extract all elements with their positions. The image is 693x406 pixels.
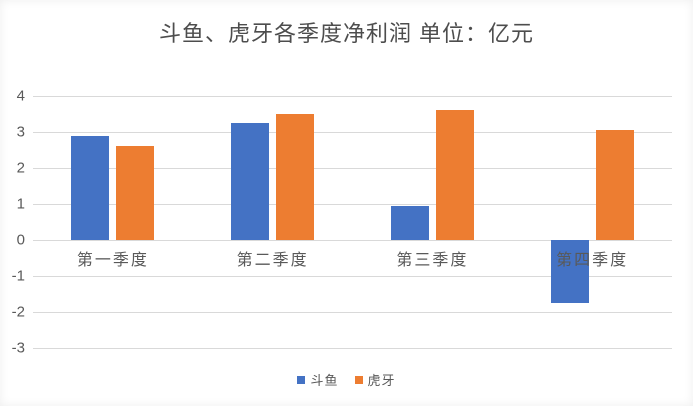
douyu-bar bbox=[550, 240, 589, 303]
legend: 斗鱼 虎牙 bbox=[0, 370, 693, 389]
huya-bar bbox=[595, 130, 634, 240]
plot-area: 4 3 2 1 0 -1 -2 -3 第一季度 第二季度 第三季度 第四季度 bbox=[12, 88, 672, 357]
gridline bbox=[33, 276, 672, 277]
gridline bbox=[33, 240, 672, 241]
x-axis-category-label: 第四季度 bbox=[556, 252, 629, 269]
huya-bar bbox=[116, 146, 155, 240]
douyu-bar bbox=[71, 135, 110, 240]
y-axis-tick-label: -2 bbox=[11, 303, 25, 321]
legend-item-huya: 虎牙 bbox=[354, 370, 396, 389]
legend-swatch-huya bbox=[354, 375, 363, 384]
y-axis-tick-label: 1 bbox=[16, 195, 25, 213]
y-axis-tick-label: 3 bbox=[16, 123, 25, 141]
douyu-bar bbox=[231, 123, 270, 240]
legend-label-douyu: 斗鱼 bbox=[310, 373, 339, 388]
gridline bbox=[33, 348, 672, 349]
legend-item-douyu: 斗鱼 bbox=[297, 370, 338, 389]
gridline bbox=[33, 204, 672, 205]
gridline bbox=[33, 312, 672, 313]
gridline bbox=[33, 96, 672, 97]
huya-bar bbox=[435, 110, 474, 240]
chart-title: 斗鱼、虎牙各季度净利润 单位：亿元 bbox=[158, 21, 535, 46]
legend-swatch-douyu bbox=[297, 375, 306, 384]
x-axis-category-label: 第二季度 bbox=[236, 252, 309, 269]
y-axis-tick-label: 4 bbox=[16, 87, 25, 105]
x-axis-category-label: 第一季度 bbox=[76, 252, 149, 269]
y-axis-tick-label: 0 bbox=[16, 231, 25, 249]
x-axis-category-label: 第三季度 bbox=[396, 252, 469, 269]
legend-label-huya: 虎牙 bbox=[367, 373, 396, 388]
y-axis-tick-label: -1 bbox=[11, 267, 25, 285]
y-axis-tick-label: 2 bbox=[16, 159, 25, 177]
gridline bbox=[33, 132, 672, 133]
huya-bar bbox=[276, 114, 315, 240]
gridline bbox=[33, 168, 672, 169]
y-axis-tick-label: -3 bbox=[11, 339, 25, 357]
douyu-bar bbox=[390, 205, 429, 240]
